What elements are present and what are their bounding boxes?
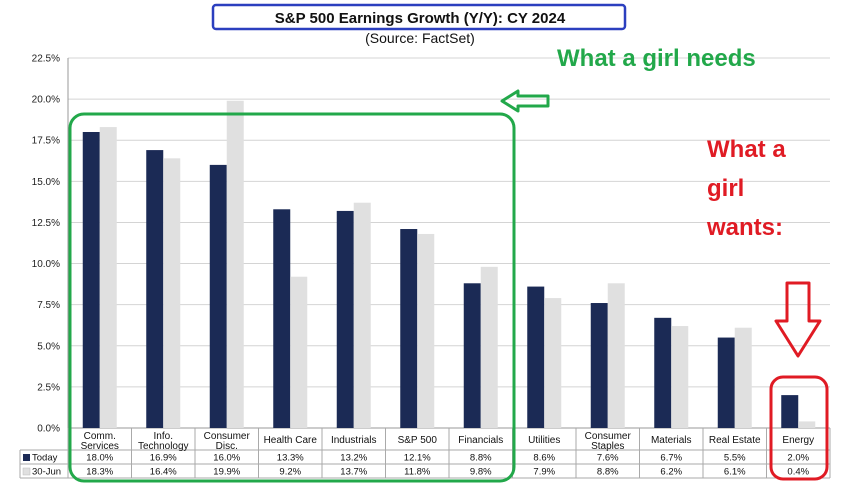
y-tick-label: 0.0%	[37, 424, 60, 435]
bar-30-jun	[353, 202, 371, 428]
green-annotation: What a girl needs	[557, 45, 756, 72]
category-label: Info. Technology	[138, 431, 189, 452]
y-tick-label: 17.5%	[32, 136, 60, 147]
data-label: 9.8%	[470, 467, 492, 478]
data-label: 8.8%	[597, 467, 619, 478]
bar-30-jun	[671, 326, 689, 428]
bar-today	[781, 395, 799, 428]
bar-30-jun	[163, 158, 181, 429]
data-label: 8.8%	[470, 453, 492, 464]
category-label: Health Care	[264, 435, 318, 446]
data-label: 12.1%	[404, 453, 431, 464]
data-label: 18.3%	[86, 467, 113, 478]
category-label: S&P 500	[398, 435, 438, 446]
category-label: Financials	[458, 435, 503, 446]
bar-today	[527, 286, 545, 428]
category-label: Energy	[782, 435, 814, 446]
bar-30-jun	[226, 100, 244, 428]
legend-swatch	[22, 467, 31, 476]
data-table: Comm. Services Info. Technology Consumer Disc…	[19, 428, 831, 479]
bar-today	[654, 317, 672, 428]
bar-30-jun	[480, 266, 498, 428]
category-label: Consumer Disc.	[204, 431, 251, 452]
red-annotation-line-2: girl	[707, 175, 744, 202]
bar-today	[590, 303, 608, 428]
category-label: Materials	[651, 435, 692, 446]
data-label: 11.8%	[404, 467, 431, 478]
category-label: Industrials	[331, 435, 377, 446]
y-tick-label: 5.0%	[37, 341, 60, 352]
bar-30-jun	[290, 276, 308, 428]
bar-30-jun	[544, 298, 562, 428]
bar-today	[717, 337, 735, 428]
title-box	[211, 3, 627, 31]
data-label: 6.7%	[660, 453, 682, 464]
chart-title: S&P 500 Earnings Growth (Y/Y): CY 2024	[275, 10, 566, 27]
y-tick-label: 20.0%	[32, 95, 60, 106]
bars	[82, 100, 816, 429]
category-label: Comm. Services	[81, 431, 119, 452]
data-label: 5.5%	[724, 453, 746, 464]
y-tick-label: 2.5%	[37, 382, 60, 393]
data-label: 13.3%	[277, 453, 304, 464]
data-label: 6.1%	[724, 467, 746, 478]
red-annotation-line-1: What a	[707, 136, 786, 163]
bar-30-jun	[734, 327, 752, 428]
green-highlight-box	[68, 112, 516, 483]
data-label: 19.9%	[213, 467, 240, 478]
bar-today	[463, 283, 481, 428]
data-label: 16.4%	[150, 467, 177, 478]
red-annotation-line-3: wants:	[706, 214, 783, 241]
bar-30-jun	[798, 421, 816, 428]
y-tick-label: 12.5%	[32, 218, 60, 229]
category-label: Utilities	[528, 435, 560, 446]
bar-30-jun	[99, 127, 117, 429]
legend-swatch	[23, 454, 30, 461]
legend-label: 30-Jun	[32, 467, 61, 478]
data-label: 13.7%	[340, 467, 367, 478]
data-label: 18.0%	[86, 453, 113, 464]
y-tick-label: 10.0%	[32, 259, 60, 270]
chart-subtitle: (Source: FactSet)	[365, 30, 475, 46]
green-arrow-icon	[500, 89, 550, 113]
data-label: 8.6%	[533, 453, 555, 464]
bar-30-jun	[607, 283, 625, 428]
data-label: 9.2%	[279, 467, 301, 478]
data-label: 7.6%	[597, 453, 619, 464]
category-label: Consumer Staples	[585, 431, 632, 452]
legend-label: Today	[32, 453, 58, 464]
bar-today	[336, 210, 354, 428]
red-highlight-box	[769, 375, 829, 481]
bar-today	[146, 150, 164, 429]
bar-today	[82, 132, 100, 428]
y-tick-label: 22.5%	[32, 54, 60, 65]
y-axis-ticks: 0.0% 2.5% 5.0% 7.5% 10.0% 12.5% 15.0% 17.5% 20.0…	[32, 54, 60, 435]
category-label: Real Estate	[709, 435, 761, 446]
bar-today	[400, 229, 418, 428]
data-label: 7.9%	[533, 467, 555, 478]
data-label: 6.2%	[660, 467, 682, 478]
bar-today	[209, 164, 227, 428]
data-label: 0.4%	[787, 467, 809, 478]
bar-30-jun	[417, 233, 435, 428]
red-down-arrow-icon	[774, 281, 822, 358]
data-label: 13.2%	[340, 453, 367, 464]
y-tick-label: 7.5%	[37, 300, 60, 311]
data-label: 2.0%	[787, 453, 809, 464]
y-tick-label: 15.0%	[32, 177, 60, 188]
data-label: 16.0%	[213, 453, 240, 464]
data-label: 16.9%	[150, 453, 177, 464]
bar-today	[273, 209, 291, 428]
